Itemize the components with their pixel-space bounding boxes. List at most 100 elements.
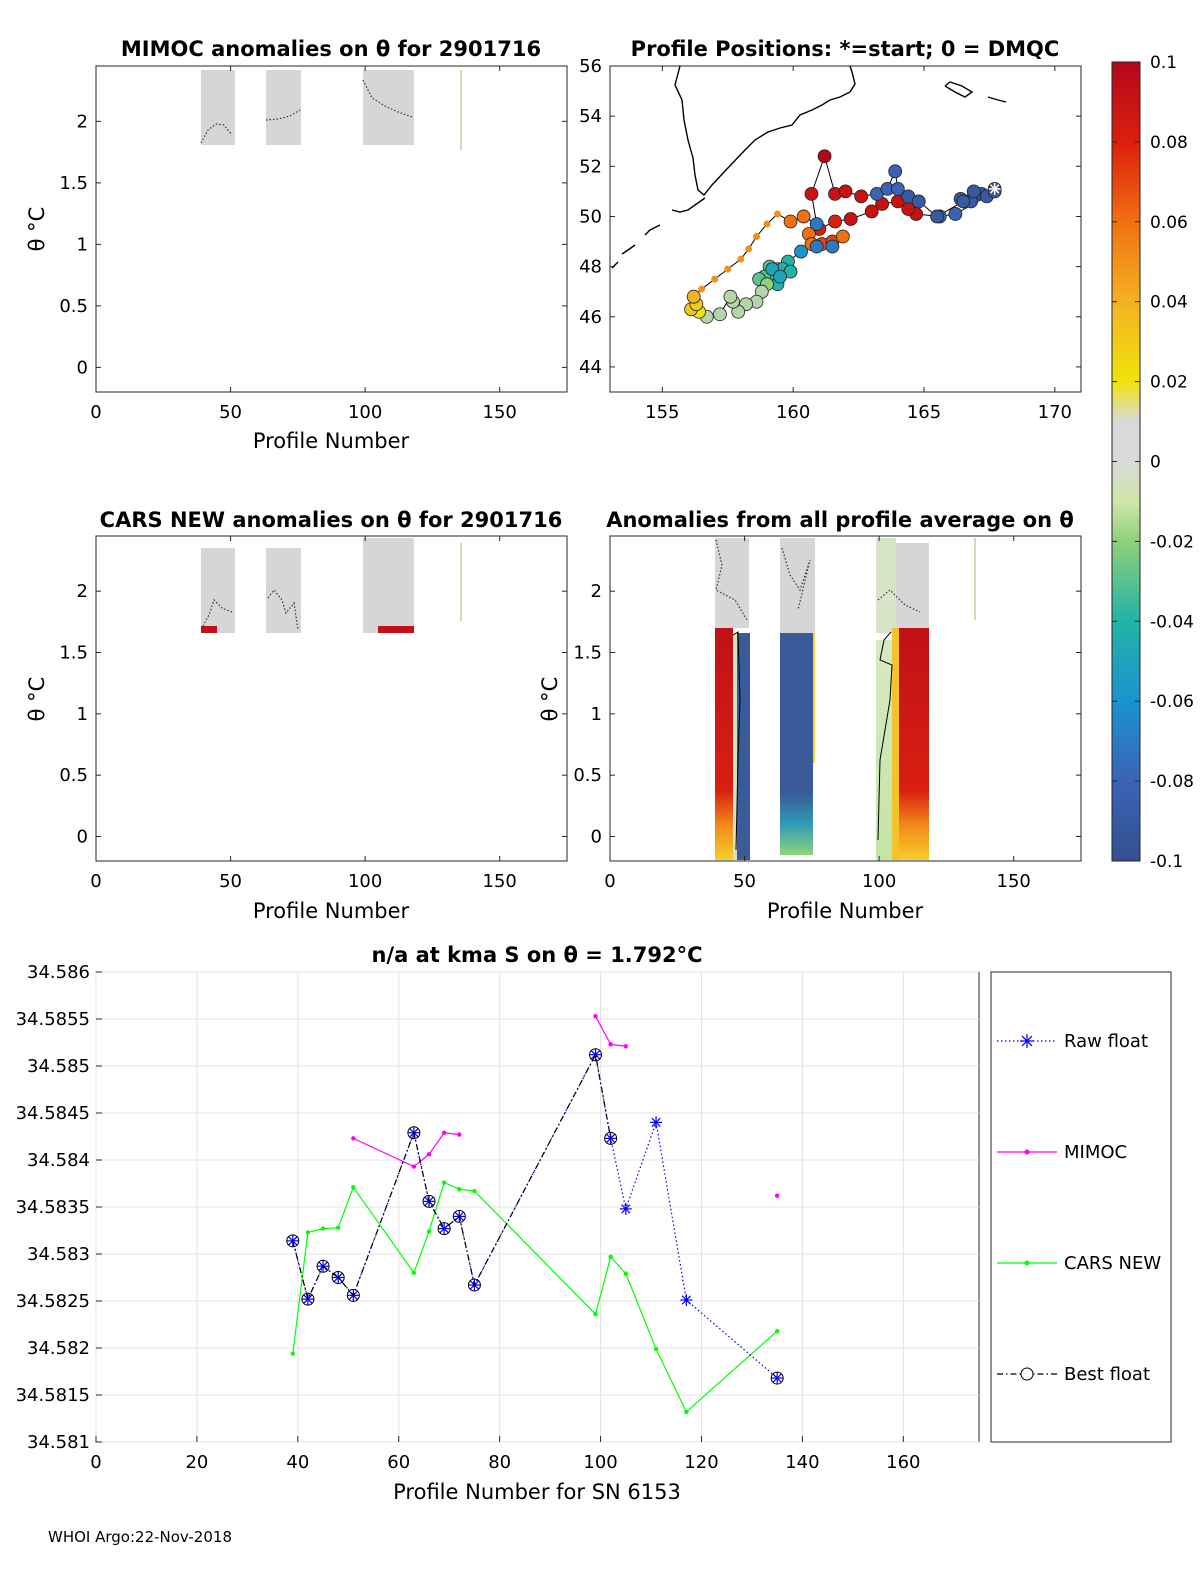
allavg-anomaly-field <box>715 538 976 860</box>
profile-position-marker <box>828 214 842 229</box>
x-tick-label: 150 <box>997 871 1031 892</box>
profile-position-marker <box>890 181 905 196</box>
best-float-point <box>589 1048 603 1062</box>
profile-position-marker <box>948 207 963 221</box>
y-tick-label: 34.583 <box>27 1244 90 1265</box>
x-tick-label: 0 <box>90 402 101 423</box>
y-tick-label: 0.5 <box>59 765 88 786</box>
y-tick-label: 44 <box>579 357 602 378</box>
legend-label: Best float <box>1064 1364 1150 1385</box>
best-float-point <box>604 1131 618 1145</box>
legend-item: Raw float <box>997 1031 1148 1052</box>
profile-position-marker <box>737 255 745 263</box>
x-tick-label: 100 <box>348 402 382 423</box>
y-tick-label: 1.5 <box>59 643 88 664</box>
profile-position-marker <box>843 212 858 226</box>
profile-position-marker <box>723 289 738 304</box>
cars-new-point <box>608 1254 613 1260</box>
x-tick-label: 150 <box>483 871 517 892</box>
profile-position-marker <box>854 189 869 204</box>
best-float-point <box>316 1259 330 1273</box>
best-float-point <box>407 1126 421 1140</box>
profile-position-marker <box>838 184 853 199</box>
mimoc-point <box>623 1044 628 1049</box>
colorbar-tick-label: -0.06 <box>1150 692 1194 712</box>
best-float-point <box>301 1292 315 1306</box>
y-tick-label: 0 <box>77 357 88 378</box>
colorbar-ticks: 0.1 0.08 0.06 0.04 0.02 0 -0.02 -0.04 -0.06 -0.08… <box>1112 53 1194 872</box>
best-float-point <box>286 1234 300 1248</box>
raw-float-point <box>650 1116 663 1129</box>
x-tick-label: 0 <box>90 871 101 892</box>
profile-position-marker <box>825 239 840 254</box>
y-tick-label: 34.584 <box>27 1150 90 1171</box>
cars-new-point <box>426 1229 432 1234</box>
raw-float-point <box>619 1202 632 1215</box>
y-tick-label: 50 <box>579 206 602 227</box>
allavg-xlabel: Profile Number <box>767 899 924 923</box>
x-tick-label: 160 <box>776 402 810 423</box>
positions-x-ticks: 155 160 165 170 <box>645 66 1072 423</box>
y-tick-label: 1.5 <box>59 173 88 194</box>
mimoc-point <box>593 1013 598 1019</box>
y-tick-label: 1.5 <box>573 643 602 664</box>
footer-stamp: WHOI Argo:22-Nov-2018 <box>48 1528 232 1546</box>
colorbar-tick-label: -0.02 <box>1150 532 1194 552</box>
cars-new-point <box>472 1188 477 1194</box>
y-tick-label: 34.586 <box>27 962 90 983</box>
y-tick-label: 2 <box>77 581 88 602</box>
best-float-point <box>770 1371 784 1385</box>
mimoc-axes <box>95 65 568 393</box>
star-stroke <box>621 1204 631 1214</box>
y-tick-label: 54 <box>579 106 602 127</box>
profile-position-marker <box>713 307 727 322</box>
y-tick-label: 0.5 <box>573 765 602 786</box>
x-tick-label: 20 <box>185 1452 208 1473</box>
x-tick-label: 60 <box>387 1452 410 1473</box>
legend: Raw float MIMOC CARS NEW Best float <box>990 971 1172 1443</box>
colorbar-tick-label: 0.08 <box>1150 133 1188 153</box>
profile-position-marker <box>698 285 706 293</box>
legend-item: CARS NEW <box>997 1253 1161 1274</box>
cars-anomaly-panel: CARS NEW anomalies on θ for 2901716 0 50 1… <box>25 508 568 923</box>
raw-float-point <box>771 1372 784 1385</box>
mimoc-y-ticks: 0 0.5 1 1.5 2 <box>59 111 567 378</box>
raw-float-point <box>438 1222 451 1235</box>
salinity-y-ticks: 34.581 34.5815 34.582 34.5825 34.583 34.5835 3… <box>16 962 102 1453</box>
x-tick-label: 50 <box>733 871 756 892</box>
mimoc-point <box>426 1152 432 1157</box>
mimoc-ylabel: θ °C <box>25 207 49 252</box>
legend-label: MIMOC <box>1064 1142 1127 1163</box>
mimoc-point <box>457 1132 462 1137</box>
profile-position-marker <box>686 289 701 304</box>
legend-item: MIMOC <box>997 1142 1127 1163</box>
x-tick-label: 100 <box>348 871 382 892</box>
mimoc-x-ticks: 0 50 100 150 <box>90 66 517 423</box>
profile-position-marker <box>796 209 811 224</box>
cars-new-point <box>320 1226 326 1231</box>
x-tick-label: 40 <box>286 1452 309 1473</box>
colorbar-tick-label: 0.04 <box>1150 293 1188 313</box>
x-tick-label: 50 <box>219 871 242 892</box>
best-float-point <box>331 1271 345 1284</box>
star-stroke <box>1021 1035 1033 1047</box>
x-tick-label: 0 <box>90 1452 101 1473</box>
positions-title: Profile Positions: *=start; 0 = DMQC <box>631 37 1060 61</box>
mimoc-anomaly-field <box>200 70 462 150</box>
coastline <box>611 65 1007 269</box>
colorbar-tick-label: -0.1 <box>1150 852 1183 872</box>
colorbar: 0.1 0.08 0.06 0.04 0.02 0 -0.02 -0.04 -0.06 -0.08… <box>1111 53 1194 872</box>
y-tick-label: 1 <box>591 704 602 725</box>
x-tick-label: 0 <box>604 871 615 892</box>
cars-new-point <box>290 1351 295 1356</box>
y-tick-label: 34.581 <box>27 1432 90 1453</box>
best-float-point <box>422 1194 436 1208</box>
allavg-x-ticks: 0 50 100 150 <box>604 536 1031 892</box>
colorbar-tick-label: -0.08 <box>1150 772 1194 792</box>
profile-position-marker <box>966 184 981 199</box>
y-tick-label: 48 <box>579 257 602 278</box>
legend-label: Raw float <box>1064 1031 1148 1052</box>
cars-xlabel: Profile Number <box>253 899 410 923</box>
cars-new-point <box>457 1186 462 1192</box>
x-tick-label: 80 <box>488 1452 511 1473</box>
